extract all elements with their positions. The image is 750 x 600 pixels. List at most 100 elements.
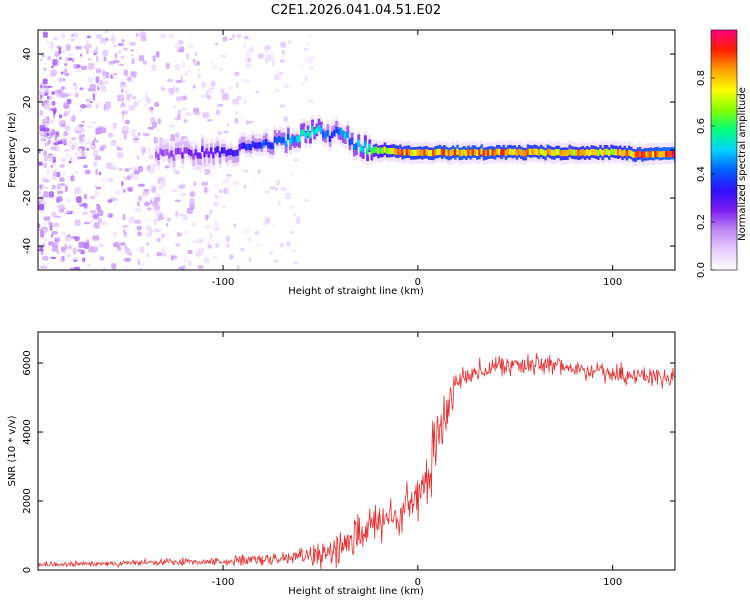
spectrogram-ridge-core	[619, 149, 623, 156]
spectrogram-noise-cell	[137, 201, 140, 207]
spectrogram-noise-cell	[40, 58, 43, 62]
spectrogram-ridge-core	[454, 149, 458, 156]
snr-y-tick-label: 2000	[22, 488, 33, 513]
spectrogram-noise-cell	[42, 243, 46, 248]
spectrogram-noise-cell	[109, 166, 117, 170]
spectrogram-noise-cell	[210, 81, 216, 87]
spectrogram-noise-cell	[303, 199, 310, 202]
spectrogram-noise-cell	[136, 225, 142, 231]
spectrogram-noise-cell	[90, 195, 96, 200]
spectrogram-noise-cell	[129, 41, 137, 46]
spectrogram-noise-cell	[49, 224, 53, 231]
spectrogram-noise-cell	[86, 35, 91, 39]
spectrogram-noise-cell	[281, 49, 285, 56]
spectrogram-ridge-core	[410, 149, 414, 156]
spectrogram-noise-cell	[187, 43, 194, 49]
spectrogram-noise-cell	[72, 143, 79, 146]
spectrogram-ridge-core	[227, 149, 231, 156]
spectrogram-ridge-core	[436, 149, 440, 156]
spectrogram-noise-cell	[38, 130, 45, 136]
spectrogram-ridge-core	[603, 148, 607, 155]
spectrogram-ridge-core	[172, 154, 176, 161]
spectrogram-noise-cell	[184, 112, 192, 116]
spectrogram-noise-cell	[43, 238, 47, 242]
spectrogram-noise-cell	[74, 236, 80, 242]
spectrogram-noise-cell	[117, 43, 124, 47]
spectrogram-ridge-core	[500, 149, 504, 156]
spectrogram-noise-cell	[112, 122, 117, 130]
spectrogram-ridge-core	[632, 151, 636, 158]
spectrogram-noise-cell	[81, 151, 85, 157]
spectrogram-noise-cell	[277, 72, 284, 75]
spectrogram-noise-cell	[191, 222, 197, 227]
spectrogram-noise-cell	[46, 155, 54, 162]
spectrogram-noise-cell	[242, 169, 249, 173]
spectrogram-ridge-core	[513, 148, 517, 155]
spectrogram-noise-cell	[189, 191, 195, 197]
spectrogram-noise-cell	[51, 231, 58, 235]
spectrogram-noise-cell	[69, 92, 73, 97]
spectrogram-ridge-core	[399, 148, 403, 155]
spectrogram-noise-cell	[65, 253, 72, 258]
spectrogram-noise-cell	[84, 169, 91, 175]
spectrogram-ridge-core	[636, 151, 640, 158]
spectrogram-noise-cell	[139, 263, 145, 266]
spectrogram-noise-cell	[124, 168, 130, 172]
spectrogram-ridge-core	[366, 148, 370, 155]
spectrogram-ridge-core	[473, 149, 477, 156]
spectrogram-noise-cell	[95, 186, 102, 190]
spectrogram-noise-cell	[154, 228, 161, 233]
spectrogram-noise-cell	[252, 180, 256, 183]
spectrogram-noise-cell	[39, 185, 42, 188]
spectrogram-noise-cell	[137, 165, 144, 173]
spectrogram-x-tick-label: 0	[415, 277, 421, 288]
spectrogram-ridge-edge	[273, 130, 277, 143]
spectrogram-noise-cell	[116, 146, 120, 149]
spectrogram-noise-cell	[132, 166, 138, 171]
spectrogram-noise-cell	[67, 57, 73, 61]
spectrogram-ridge-core	[247, 143, 251, 150]
spectrogram-ridge-core	[476, 149, 480, 156]
spectrogram-ridge-core	[487, 149, 491, 156]
spectrogram-noise-cell	[171, 189, 177, 192]
spectrogram-ridge-core	[652, 151, 656, 158]
spectrogram-noise-cell	[53, 109, 57, 115]
spectrogram-noise-cell	[118, 50, 122, 54]
spectrogram-noise-cell	[113, 198, 118, 201]
spectrogram-noise-cell	[75, 68, 82, 73]
spectrogram-noise-cell	[154, 137, 159, 144]
spectrogram-noise-cell	[48, 131, 52, 137]
spectrogram-noise-cell	[279, 59, 285, 63]
spectrogram-noise-cell	[64, 138, 67, 145]
spectrogram-ridge-core	[649, 151, 653, 158]
spectrogram-noise-cell	[235, 111, 238, 116]
spectrogram-noise-cell	[146, 252, 149, 258]
spectrogram-noise-cell	[174, 42, 181, 49]
spectrogram-noise-cell	[43, 150, 47, 157]
spectrogram-ridge-core	[286, 133, 290, 140]
spectrogram-ridge-core	[590, 148, 594, 155]
spectrogram-noise-cell	[150, 199, 153, 205]
spectrogram-noise-cell	[135, 32, 139, 38]
spectrogram-ridge-core	[273, 136, 277, 143]
spectrogram-noise-cell	[307, 99, 314, 104]
spectrogram-noise-cell	[227, 244, 230, 249]
spectrogram-noise-cell	[77, 249, 83, 253]
spectrogram-noise-cell	[50, 146, 57, 151]
spectrogram-noise-cell	[86, 141, 91, 145]
spectrogram-noise-cell	[93, 89, 98, 96]
spectrogram-ridge-core	[359, 145, 363, 152]
spectrogram-noise-cell	[123, 133, 127, 140]
spectrogram-noise-cell	[42, 256, 49, 261]
spectrogram-noise-cell	[265, 217, 270, 224]
spectrogram-ridge-core	[192, 153, 196, 160]
spectrogram-noise-cell	[68, 138, 74, 145]
spectrogram-noise-cell	[243, 184, 247, 189]
spectrogram-noise-cell	[146, 207, 152, 211]
spectrogram-ridge-core	[377, 147, 381, 154]
spectrogram-noise-cell	[119, 93, 124, 101]
spectrogram-ridge-core	[443, 148, 447, 155]
spectrogram-noise-cell	[95, 268, 98, 270]
spectrogram-noise-cell	[43, 255, 47, 259]
spectrogram-noise-cell	[192, 85, 196, 89]
